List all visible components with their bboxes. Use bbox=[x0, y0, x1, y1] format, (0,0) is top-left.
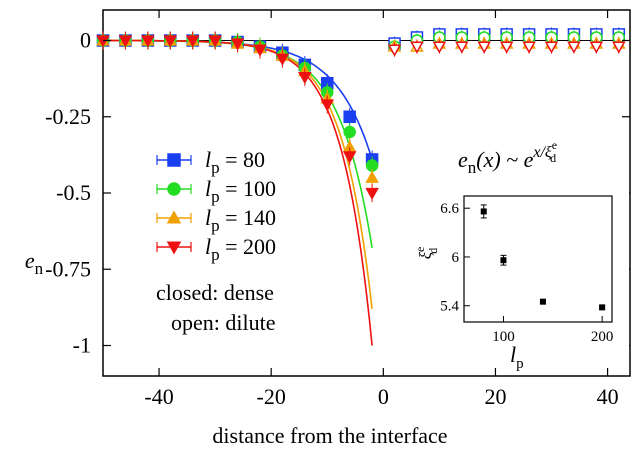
dilute-point bbox=[432, 41, 447, 54]
legend-label-subscript: p bbox=[211, 158, 220, 177]
inset-x-tick-label: 200 bbox=[591, 329, 614, 345]
y-axis-label-subscript: n bbox=[35, 259, 44, 278]
dense-point bbox=[185, 35, 200, 48]
y-axis-label: en bbox=[25, 248, 44, 278]
dilute-point bbox=[455, 41, 469, 54]
dense-point bbox=[163, 35, 178, 48]
formula-lhs-symbol: e bbox=[458, 147, 468, 172]
legend-label-subscript: p bbox=[211, 245, 220, 264]
dilute-point bbox=[612, 41, 626, 54]
dilute-point bbox=[544, 41, 559, 54]
y-tick-label: 0 bbox=[80, 28, 91, 53]
inset-chart: 100 200 5.4 6 6.6 lp ξed bbox=[413, 188, 629, 372]
formula-exponent: x/ξ bbox=[532, 144, 552, 161]
legend-label: lp = 200 bbox=[205, 234, 276, 264]
legend-marker bbox=[167, 153, 181, 167]
formula-annotation: en(x) ~ ex/ξe d bbox=[458, 138, 557, 177]
dilute-point bbox=[589, 41, 604, 54]
formula-lhs-subscript: n bbox=[468, 158, 477, 177]
dilute-point bbox=[499, 41, 514, 54]
inset-y-ticks: 5.4 6 6.6 bbox=[440, 201, 470, 315]
x-tick-label: -20 bbox=[257, 384, 286, 409]
dense-point bbox=[275, 53, 290, 66]
inset-x-ticks: 100 200 bbox=[492, 316, 613, 345]
legend-label: lp = 80 bbox=[205, 147, 265, 177]
dense-point bbox=[320, 99, 335, 112]
dense-point bbox=[342, 151, 357, 164]
dense-point bbox=[230, 38, 245, 51]
inset-frame bbox=[463, 195, 613, 323]
x-axis-ticks: -40 -20 0 20 40 bbox=[144, 10, 619, 409]
inset-x-label-subscript: p bbox=[516, 356, 524, 372]
dense-point bbox=[208, 35, 222, 48]
y-tick-label: -0.5 bbox=[56, 180, 91, 205]
formula-lhs-argument: (x) ~ e bbox=[476, 147, 533, 172]
y-tick-label: -1 bbox=[73, 333, 91, 358]
legend-label: lp = 140 bbox=[205, 205, 276, 235]
inset-x-tick-label: 100 bbox=[492, 329, 515, 345]
inset-y-axis-label: ξed bbox=[413, 247, 440, 260]
formula-exponent-superscript: e bbox=[552, 138, 557, 152]
inset-x-label-symbol: l bbox=[510, 342, 516, 367]
x-tick-label: 40 bbox=[597, 384, 619, 409]
dilute-point bbox=[567, 41, 581, 54]
legend-label-value: = 100 bbox=[220, 176, 276, 201]
y-tick-label: -0.25 bbox=[45, 104, 91, 129]
dense-point bbox=[253, 44, 267, 57]
legend-label-symbol: l bbox=[205, 205, 211, 230]
legend-label-subscript: p bbox=[211, 216, 220, 235]
inset-y-tick-label: 5.4 bbox=[440, 299, 459, 315]
dense-point bbox=[365, 187, 379, 201]
dense-point bbox=[141, 35, 155, 48]
legend-label-symbol: l bbox=[205, 176, 211, 201]
dense-point bbox=[343, 125, 356, 139]
x-axis-label: distance from the interface bbox=[212, 423, 447, 448]
y-axis-ticks: 0 -0.25 -0.5 -0.75 -1 bbox=[45, 28, 630, 358]
note-closed-dense: closed: dense bbox=[156, 280, 274, 305]
legend-label-symbol: l bbox=[205, 234, 211, 259]
dilute-point bbox=[410, 41, 424, 54]
x-tick-label: 20 bbox=[484, 384, 506, 409]
inset-point bbox=[500, 257, 507, 264]
inset-points bbox=[480, 204, 606, 311]
note-open-dilute: open: dilute bbox=[171, 310, 275, 335]
y-tick-label: -0.75 bbox=[45, 256, 91, 281]
y-axis-label-symbol: e bbox=[25, 248, 35, 273]
inset-y-label-subscript: d bbox=[426, 248, 440, 254]
legend-label-value: = 80 bbox=[220, 147, 265, 172]
dense-point bbox=[365, 170, 379, 183]
inset-y-tick-label: 6.6 bbox=[440, 201, 459, 217]
legend-label-subscript: p bbox=[211, 187, 220, 206]
inset-y-tick-label: 6 bbox=[452, 250, 460, 266]
inset-point bbox=[480, 208, 487, 215]
dilute-point bbox=[477, 41, 492, 54]
dilute-point bbox=[522, 41, 536, 54]
inset-point bbox=[539, 298, 546, 305]
dense-point bbox=[343, 110, 356, 123]
legend-marker bbox=[167, 182, 181, 196]
legend-label: lp = 100 bbox=[205, 176, 276, 206]
dense-point bbox=[118, 35, 133, 48]
inset-y-label-superscript: e bbox=[413, 247, 427, 252]
svg-text:ξed: ξed bbox=[413, 247, 440, 260]
dense-point bbox=[298, 71, 312, 85]
dilute-point bbox=[387, 44, 402, 57]
x-tick-label: -40 bbox=[144, 384, 173, 409]
legend-label-symbol: l bbox=[205, 147, 211, 172]
legend-label-value: = 200 bbox=[220, 234, 276, 259]
inset-x-axis-label: lp bbox=[510, 342, 524, 372]
legend-label-value: = 140 bbox=[220, 205, 276, 230]
legend-marker bbox=[166, 210, 182, 224]
inset-y-label-symbol: ξ bbox=[416, 251, 435, 259]
formula-exponent-subscript: d bbox=[550, 151, 556, 165]
x-tick-label: 0 bbox=[378, 384, 389, 409]
inset-background bbox=[429, 188, 629, 360]
legend-marker bbox=[166, 241, 182, 255]
inset-point bbox=[599, 304, 606, 311]
